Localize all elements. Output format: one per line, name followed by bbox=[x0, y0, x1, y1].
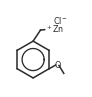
Text: Cl$^-$: Cl$^-$ bbox=[53, 15, 68, 26]
Text: O: O bbox=[54, 61, 61, 70]
Text: $^+$Zn: $^+$Zn bbox=[45, 24, 64, 36]
